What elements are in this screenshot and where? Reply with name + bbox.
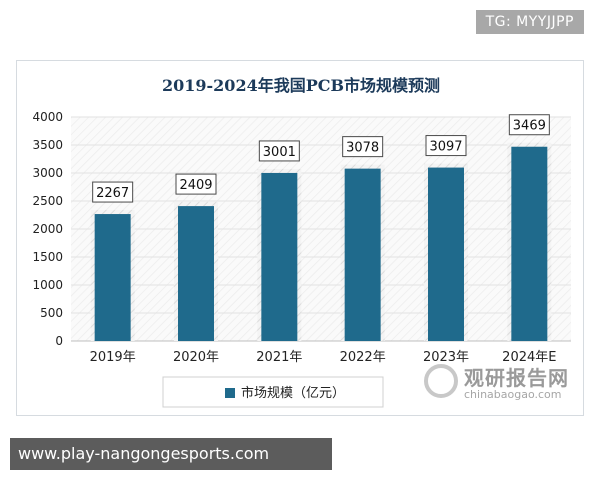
chart-title: 2019-2024年我国PCB市场规模预测 bbox=[162, 76, 440, 95]
watermark-subtitle: chinabaogao.com bbox=[464, 388, 562, 401]
bar-4 bbox=[428, 167, 464, 341]
bar-chart: 2019-2024年我国PCB市场规模预测 0 500 1000 1500 2000 25… bbox=[32, 76, 571, 408]
y-tick-label-8: 4000 bbox=[32, 110, 63, 124]
y-tick-label-4: 2000 bbox=[32, 222, 63, 236]
logo-swirl-icon bbox=[424, 364, 458, 398]
bar-3 bbox=[344, 168, 381, 341]
legend-frame bbox=[162, 376, 384, 408]
legend-swatch bbox=[225, 388, 235, 398]
bar-1 bbox=[178, 206, 214, 341]
x-tick-label-2: 2021年 bbox=[256, 350, 302, 365]
watermark-logo: 观研报告网 chinabaogao.com bbox=[424, 360, 584, 406]
data-label-box-0 bbox=[92, 181, 134, 203]
y-tick-label-1: 500 bbox=[40, 306, 63, 320]
bar-2 bbox=[261, 172, 298, 341]
data-label-box-4 bbox=[425, 135, 467, 157]
legend-label: 市场规模（亿元） bbox=[241, 385, 345, 401]
y-tick-label-5: 2500 bbox=[32, 194, 63, 208]
x-tick-label-4: 2023年 bbox=[423, 350, 469, 365]
data-label-1: 2409 bbox=[179, 178, 212, 193]
x-tick-label-1: 2020年 bbox=[173, 350, 219, 365]
tg-tag: TG: MYYJJPP bbox=[475, 10, 584, 34]
x-tick-label-5: 2024年E bbox=[502, 350, 556, 365]
y-tick-label-0: 0 bbox=[55, 334, 63, 348]
data-label-4: 3097 bbox=[429, 140, 462, 155]
y-tick-label-3: 1500 bbox=[32, 250, 63, 264]
y-tick-label-7: 3500 bbox=[32, 138, 63, 152]
data-label-box-5 bbox=[508, 114, 550, 136]
data-label-box-1 bbox=[175, 173, 217, 195]
data-label-box-3 bbox=[342, 136, 384, 158]
bar-0 bbox=[94, 214, 131, 341]
x-tick-label-3: 2022年 bbox=[340, 350, 386, 365]
watermark-title: 观研报告网 bbox=[464, 366, 569, 390]
data-label-5: 3469 bbox=[513, 119, 546, 134]
bar-5 bbox=[511, 146, 548, 341]
data-label-0: 2267 bbox=[96, 186, 129, 201]
y-tick-label-2: 1000 bbox=[32, 278, 63, 292]
y-tick-label-6: 3000 bbox=[32, 166, 63, 180]
x-tick-label-0: 2019年 bbox=[90, 350, 136, 365]
data-label-3: 3078 bbox=[346, 141, 379, 156]
data-label-box-2 bbox=[258, 140, 300, 162]
chart-frame: 2019-2024年我国PCB市场规模预测 0 500 1000 1500 2000 25… bbox=[16, 60, 584, 416]
data-label-2: 3001 bbox=[263, 145, 296, 160]
legend: 市场规模（亿元） bbox=[162, 376, 384, 408]
footer-url: www.play-nangongesports.com bbox=[10, 438, 332, 470]
